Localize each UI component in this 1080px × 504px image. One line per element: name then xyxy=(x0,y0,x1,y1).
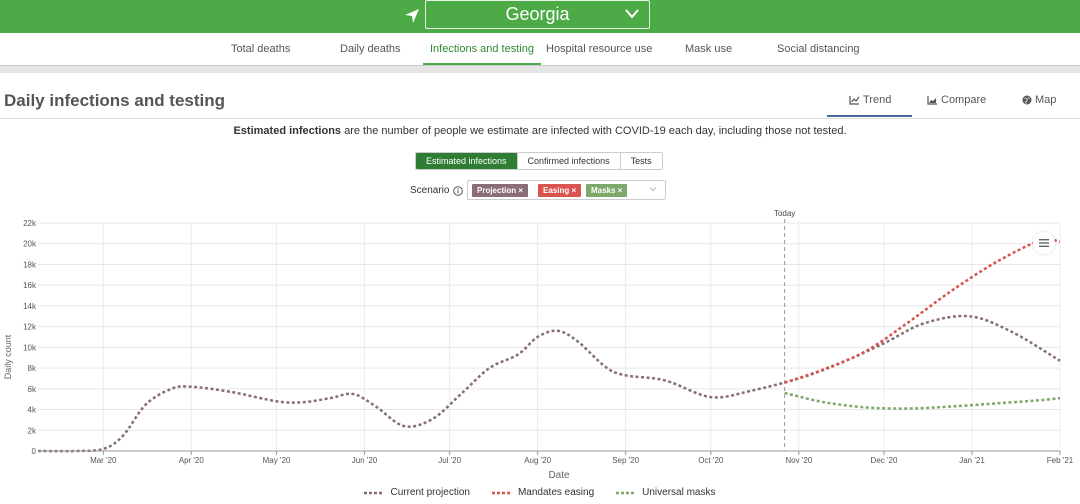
view-tab-map-label: Map xyxy=(1035,94,1057,106)
globe-icon xyxy=(1022,95,1032,105)
legend-item-mandates-easing[interactable]: Mandates easing xyxy=(491,487,595,498)
info-icon[interactable] xyxy=(453,185,464,196)
legend-item-current-projection[interactable]: Current projection xyxy=(364,487,470,498)
y-tick-label: 4k xyxy=(28,406,37,415)
y-tick-label: 12k xyxy=(23,323,37,332)
scenario-chip-projection-label: Projection xyxy=(477,186,517,195)
x-tick-label: Aug '20 xyxy=(524,456,551,465)
chart-grid xyxy=(38,222,1061,452)
y-axis-title: Daily count xyxy=(3,334,13,379)
description-text: are the number of people we estimate are… xyxy=(341,125,847,137)
x-tick-label: Dec '20 xyxy=(871,456,898,465)
active-view-indicator xyxy=(827,115,912,117)
y-tick-label: 10k xyxy=(23,343,37,352)
view-tab-trend-label: Trend xyxy=(863,94,892,106)
scenario-chip-masks-label: Masks xyxy=(591,186,616,195)
chevron-down-icon xyxy=(625,9,639,19)
legend-swatch-projection xyxy=(364,491,385,494)
y-tick-label: 6k xyxy=(28,385,37,394)
scenario-select[interactable]: Projection × Easing × Masks × xyxy=(467,180,666,200)
chevron-down-icon[interactable] xyxy=(649,185,657,193)
y-tick-label: 14k xyxy=(23,302,37,311)
location-select[interactable]: Georgia xyxy=(425,0,650,29)
scenario-label: Scenario xyxy=(410,185,450,196)
tab-mask-use[interactable]: Mask use xyxy=(685,43,733,55)
series-line-universal-masks xyxy=(784,391,1061,410)
location-arrow-icon[interactable] xyxy=(402,6,422,26)
view-tab-map[interactable]: Map xyxy=(1022,94,1056,106)
scenario-chip-projection[interactable]: Projection × xyxy=(472,184,529,197)
infections-chart: Today 0 2k 4k 6k 8k 10k 12k 14k 16k 18k 20k 22k Mar … xyxy=(3,209,1074,481)
y-tick-label: 20k xyxy=(23,240,37,249)
description: Estimated infections are the number of p… xyxy=(0,125,1080,137)
y-tick-label: 18k xyxy=(23,260,37,269)
chart-axes: 0 2k 4k 6k 8k 10k 12k 14k 16k 18k 20k 22k Mar '20 Apr… xyxy=(3,219,1074,481)
series-line-mandates-easing xyxy=(784,238,1061,384)
legend-item-universal-masks[interactable]: Universal masks xyxy=(616,487,716,498)
section-divider xyxy=(0,118,1080,119)
line-chart-icon xyxy=(849,96,860,105)
chart-series xyxy=(37,238,1061,453)
y-tick-label: 0 xyxy=(32,447,37,456)
legend-label: Universal masks xyxy=(642,487,716,498)
y-tick-label: 2k xyxy=(28,426,37,435)
view-tab-compare[interactable]: Compare xyxy=(927,94,986,106)
x-tick-label: Apr '20 xyxy=(179,456,205,465)
scenario-chip-easing[interactable]: Easing × xyxy=(538,184,582,197)
y-tick-label: 22k xyxy=(23,219,37,228)
x-tick-label: Feb '21 xyxy=(1047,456,1074,465)
y-tick-label: 16k xyxy=(23,281,37,290)
view-tab-compare-label: Compare xyxy=(941,94,987,106)
metric-estimated-infections-button[interactable]: Estimated infections xyxy=(416,153,517,169)
x-tick-label: Jan '21 xyxy=(959,456,985,465)
view-tab-trend[interactable]: Trend xyxy=(849,94,891,106)
metric-confirmed-infections-button[interactable]: Confirmed infections xyxy=(516,153,620,169)
metric-toggle: Estimated infections Confirmed infection… xyxy=(415,152,663,170)
scenario-label-group: Scenario xyxy=(410,185,464,196)
description-bold: Estimated infections xyxy=(233,125,342,137)
tab-infections-and-testing[interactable]: Infections and testing xyxy=(423,33,541,65)
legend-label: Current projection xyxy=(390,487,470,498)
x-axis-title: Date xyxy=(548,470,570,481)
divider-band xyxy=(0,65,1080,73)
top-bar: Georgia xyxy=(0,0,1080,33)
tab-total-deaths[interactable]: Total deaths xyxy=(231,43,291,55)
tab-hospital-resource-use[interactable]: Hospital resource use xyxy=(546,43,653,55)
y-tick-label: 8k xyxy=(28,364,37,373)
x-tick-label: Sep '20 xyxy=(612,456,639,465)
location-name: Georgia xyxy=(505,4,570,24)
tab-social-distancing[interactable]: Social distancing xyxy=(777,43,860,55)
today-label: Today xyxy=(774,209,795,218)
x-tick-label: May '20 xyxy=(263,456,291,465)
menu-icon xyxy=(1039,239,1049,247)
page-title: Daily infections and testing xyxy=(4,91,226,110)
scenario-chip-masks[interactable]: Masks × xyxy=(586,184,628,197)
x-tick-label: Jul '20 xyxy=(438,456,461,465)
chart-menu-button[interactable] xyxy=(1033,232,1055,254)
legend-label: Mandates easing xyxy=(517,487,595,498)
area-chart-icon xyxy=(927,96,937,105)
x-tick-label: Jun '20 xyxy=(352,456,378,465)
legend-swatch-easing xyxy=(491,491,512,494)
x-tick-label: Oct '20 xyxy=(698,456,724,465)
today-annotation: Today xyxy=(774,209,795,451)
nav-tabs: Total deaths Daily deaths Infections and… xyxy=(0,33,1080,65)
legend-swatch-masks xyxy=(616,491,637,494)
x-tick-label: Nov '20 xyxy=(785,456,812,465)
scenario-chip-easing-label: Easing xyxy=(543,186,570,195)
metric-tests-button[interactable]: Tests xyxy=(619,153,662,169)
tab-daily-deaths[interactable]: Daily deaths xyxy=(340,43,401,55)
x-tick-label: Mar '20 xyxy=(90,456,117,465)
chart-legend: Current projection Mandates easing Unive… xyxy=(0,487,1080,498)
